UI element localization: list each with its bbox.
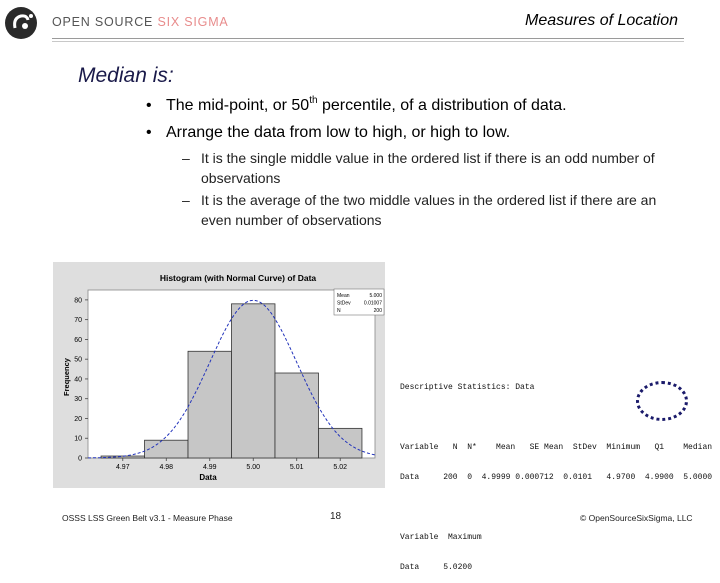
header-divider [52, 38, 684, 39]
company-logo-icon [5, 7, 37, 39]
x-tick-label: 4.97 [116, 464, 130, 471]
chart-title: Histogram (with Normal Curve) of Data [160, 273, 317, 283]
bullet-item: • The mid-point, or 50th percentile, of a… [146, 95, 567, 115]
x-axis-label: Data [199, 473, 217, 482]
histogram-bar [100, 455, 145, 459]
stats-title: Descriptive Statistics: Data [400, 383, 535, 392]
median-highlight-circle [636, 381, 688, 421]
stats-values-row: Data 5.0200 [400, 563, 473, 572]
footer-copyright: © OpenSourceSixSigma, LLC [580, 513, 693, 523]
bullet-text-tail: percentile, of a distribution of data. [317, 97, 567, 114]
stats-header-row: Variable Maximum [400, 533, 482, 542]
y-tick-label: 40 [74, 376, 82, 383]
y-axis-label: Frequency [62, 357, 71, 396]
sub-bullet-marker: – [182, 150, 190, 166]
sub-bullet-item: – It is the average of the two middle va… [182, 190, 682, 230]
chart-legend-box: Mean 5.000 StDev 0.01007 N 200 [333, 288, 385, 316]
legend-label: Mean [337, 293, 350, 299]
y-tick-label: 0 [78, 456, 82, 463]
bullet-item: • Arrange the data from low to high, or h… [146, 124, 510, 142]
legend-label: StDev [337, 301, 351, 307]
sub-bullet-item: – It is the single middle value in the o… [182, 148, 682, 188]
section-heading: Median is: [78, 64, 174, 87]
y-tick-label: 80 [74, 297, 82, 304]
stats-values-row: Data 200 0 4.9999 0.000712 0.0101 4.9700… [400, 473, 720, 482]
x-tick-label: 5.00 [246, 464, 260, 471]
brand-name: OPEN SOURCE SIX SIGMA [52, 15, 229, 29]
y-tick-label: 60 [74, 337, 82, 344]
histogram-bar [187, 350, 232, 459]
histogram-bar [231, 303, 276, 459]
y-tick-label: 20 [74, 416, 82, 423]
sub-bullet-text: It is the average of the two middle valu… [201, 192, 657, 228]
x-tick-label: 5.01 [290, 464, 304, 471]
slide-title: Measures of Location [525, 12, 678, 29]
histogram-bar [144, 439, 189, 459]
legend-value: 0.01007 [364, 301, 382, 307]
normal-curve [88, 299, 376, 459]
histogram-chart: Histogram (with Normal Curve) of Data Da… [62, 273, 385, 482]
page-number: 18 [330, 511, 342, 522]
histogram-bar [274, 372, 319, 459]
bullet-text: Arrange the data from low to high, or hi… [166, 124, 511, 141]
sub-bullet-text: It is the single middle value in the ord… [201, 150, 655, 186]
sub-bullet-marker: – [182, 192, 190, 208]
y-tick-label: 30 [74, 396, 82, 403]
histogram-bar [318, 427, 363, 459]
y-tick-label: 50 [74, 357, 82, 364]
histogram-panel: Histogram (with Normal Curve) of Data Da… [53, 262, 385, 488]
bullet-marker: • [146, 124, 152, 141]
brand-highlight: SIX SIGMA [157, 15, 229, 29]
bullet-text: The mid-point, or 50 [166, 97, 310, 114]
stats-spacer [400, 503, 720, 513]
footer-course-label: OSSS LSS Green Belt v3.1 - Measure Phase [62, 513, 233, 523]
legend-value: 5.000 [369, 293, 382, 299]
legend-frame [333, 288, 385, 316]
header-divider-secondary [52, 41, 684, 42]
stats-header-row: Variable N N* Mean SE Mean StDev Minimum… [400, 443, 720, 452]
y-tick-label: 70 [74, 317, 82, 324]
legend-value: 200 [374, 308, 383, 314]
legend-label: N [337, 308, 341, 314]
x-tick-label: 5.02 [333, 464, 347, 471]
bullet-superscript: th [309, 95, 318, 106]
x-tick-label: 4.99 [203, 464, 217, 471]
y-tick-label: 10 [74, 436, 82, 443]
x-tick-label: 4.98 [159, 464, 173, 471]
bullet-marker: • [146, 97, 152, 114]
brand-prefix: OPEN SOURCE [52, 15, 158, 29]
